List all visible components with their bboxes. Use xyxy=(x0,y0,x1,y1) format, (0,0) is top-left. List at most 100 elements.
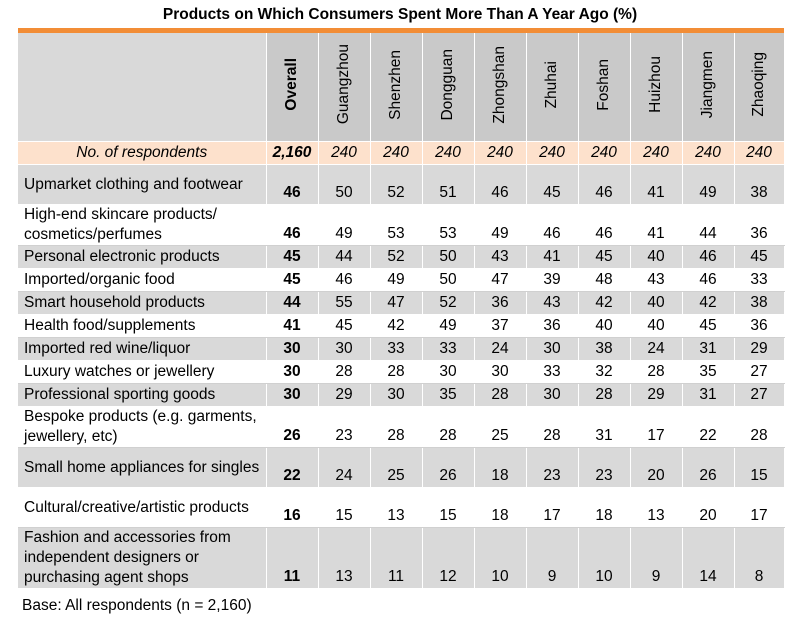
cell-value: 24 xyxy=(474,337,527,361)
cell-value: 49 xyxy=(422,314,475,338)
column-header-row: Overall Guangzhou Shenzhen Dongguan Zhongsha… xyxy=(18,33,785,142)
cell-value: 18 xyxy=(474,447,527,488)
column-header-zhongshan: Zhongshan xyxy=(474,33,527,142)
cell-value: 30 xyxy=(266,360,319,384)
chart-title: Products on Which Consumers Spent More T… xyxy=(162,6,638,23)
cell-value: 17 xyxy=(734,487,785,528)
column-header-shenzhen: Shenzhen xyxy=(370,33,423,142)
cell-value: 28 xyxy=(630,360,683,384)
cell-value: 39 xyxy=(526,268,579,292)
cell-value: 18 xyxy=(578,487,631,528)
cell-value: 45 xyxy=(682,314,735,338)
cell-value: 22 xyxy=(682,406,735,448)
cell-value: 45 xyxy=(578,245,631,269)
column-header-label: Jiangmen xyxy=(699,50,716,119)
cell-value: 28 xyxy=(318,360,371,384)
cell-value: 32 xyxy=(578,360,631,384)
cell-value: 15 xyxy=(734,447,785,488)
cell-value: 38 xyxy=(734,291,785,315)
cell-value: 11 xyxy=(370,527,423,589)
cell-value: 44 xyxy=(318,245,371,269)
respondents-value: 2,160 xyxy=(266,141,319,165)
row-label: Small home appliances for singles xyxy=(18,447,267,488)
cell-value: 48 xyxy=(578,268,631,292)
cell-value: 47 xyxy=(370,291,423,315)
cell-value: 43 xyxy=(526,291,579,315)
column-header-label: Zhuhai xyxy=(543,60,560,109)
respondents-value: 240 xyxy=(318,141,371,165)
column-header-label: Huizhou xyxy=(647,56,664,113)
cell-value: 53 xyxy=(422,204,475,246)
column-header-zhuhai: Zhuhai xyxy=(526,33,579,142)
cell-value: 40 xyxy=(630,291,683,315)
cell-value: 45 xyxy=(318,314,371,338)
column-header-jiangmen: Jiangmen xyxy=(682,33,735,142)
cell-value: 29 xyxy=(734,337,785,361)
table-row: Professional sporting goods 30 29 30 35 28 30 2… xyxy=(18,383,785,407)
column-header-guangzhou: Guangzhou xyxy=(318,33,371,142)
cell-value: 14 xyxy=(682,527,735,589)
table-wrapper: Overall Guangzhou Shenzhen Dongguan Zhongsha… xyxy=(18,28,785,589)
cell-value: 23 xyxy=(318,406,371,448)
row-label: Upmarket clothing and footwear xyxy=(18,164,267,205)
cell-value: 41 xyxy=(266,314,319,338)
column-header-label: Dongguan xyxy=(439,48,456,121)
cell-value: 18 xyxy=(474,487,527,528)
cell-value: 16 xyxy=(266,487,319,528)
cell-value: 17 xyxy=(630,406,683,448)
cell-value: 40 xyxy=(578,314,631,338)
cell-value: 52 xyxy=(422,291,475,315)
table-row: Small home appliances for singles 22 24 25 2… xyxy=(18,447,785,488)
table-row: Smart household products 44 55 47 52 36 43 42 40… xyxy=(18,291,785,315)
cell-value: 12 xyxy=(422,527,475,589)
cell-value: 33 xyxy=(422,337,475,361)
cell-value: 35 xyxy=(682,360,735,384)
cell-value: 42 xyxy=(578,291,631,315)
cell-value: 26 xyxy=(266,406,319,448)
header-accent-bar xyxy=(18,28,784,33)
cell-value: 13 xyxy=(370,487,423,528)
column-header-dongguan: Dongguan xyxy=(422,33,475,142)
cell-value: 46 xyxy=(526,204,579,246)
column-header-label: Zhongshan xyxy=(491,45,508,124)
column-header-foshan: Foshan xyxy=(578,33,631,142)
cell-value: 45 xyxy=(266,268,319,292)
cell-value: 50 xyxy=(318,164,371,205)
cell-value: 38 xyxy=(578,337,631,361)
cell-value: 36 xyxy=(734,204,785,246)
cell-value: 46 xyxy=(266,164,319,205)
cell-value: 55 xyxy=(318,291,371,315)
row-label: Imported red wine/liquor xyxy=(18,337,267,361)
cell-value: 36 xyxy=(474,291,527,315)
cell-value: 28 xyxy=(734,406,785,448)
cell-value: 8 xyxy=(734,527,785,589)
cell-value: 30 xyxy=(370,383,423,407)
cell-value: 30 xyxy=(526,383,579,407)
respondents-value: 240 xyxy=(526,141,579,165)
row-label: Bespoke products (e.g. garments, jewelle… xyxy=(18,406,267,448)
cell-value: 30 xyxy=(526,337,579,361)
respondents-value: 240 xyxy=(682,141,735,165)
respondents-value: 240 xyxy=(370,141,423,165)
cell-value: 20 xyxy=(682,487,735,528)
cell-value: 42 xyxy=(370,314,423,338)
cell-value: 46 xyxy=(578,164,631,205)
cell-value: 13 xyxy=(630,487,683,528)
cell-value: 22 xyxy=(266,447,319,488)
cell-value: 23 xyxy=(526,447,579,488)
cell-value: 51 xyxy=(422,164,475,205)
cell-value: 31 xyxy=(682,383,735,407)
cell-value: 15 xyxy=(318,487,371,528)
cell-value: 46 xyxy=(682,245,735,269)
column-header-zhaoqing: Zhaoqing xyxy=(734,33,785,142)
cell-value: 31 xyxy=(578,406,631,448)
cell-value: 29 xyxy=(630,383,683,407)
table-row: Imported/organic food 45 46 49 50 47 39 48 43 46 3… xyxy=(18,268,785,292)
column-header-label: Overall xyxy=(283,58,300,111)
cell-value: 27 xyxy=(734,383,785,407)
table-row: Cultural/creative/artistic products 16 15 1… xyxy=(18,487,785,528)
cell-value: 50 xyxy=(422,268,475,292)
column-header-label: Zhaoqing xyxy=(750,52,767,117)
table-row: High-end skincare products/ cosmetics/pe… xyxy=(18,204,785,246)
cell-value: 10 xyxy=(474,527,527,589)
